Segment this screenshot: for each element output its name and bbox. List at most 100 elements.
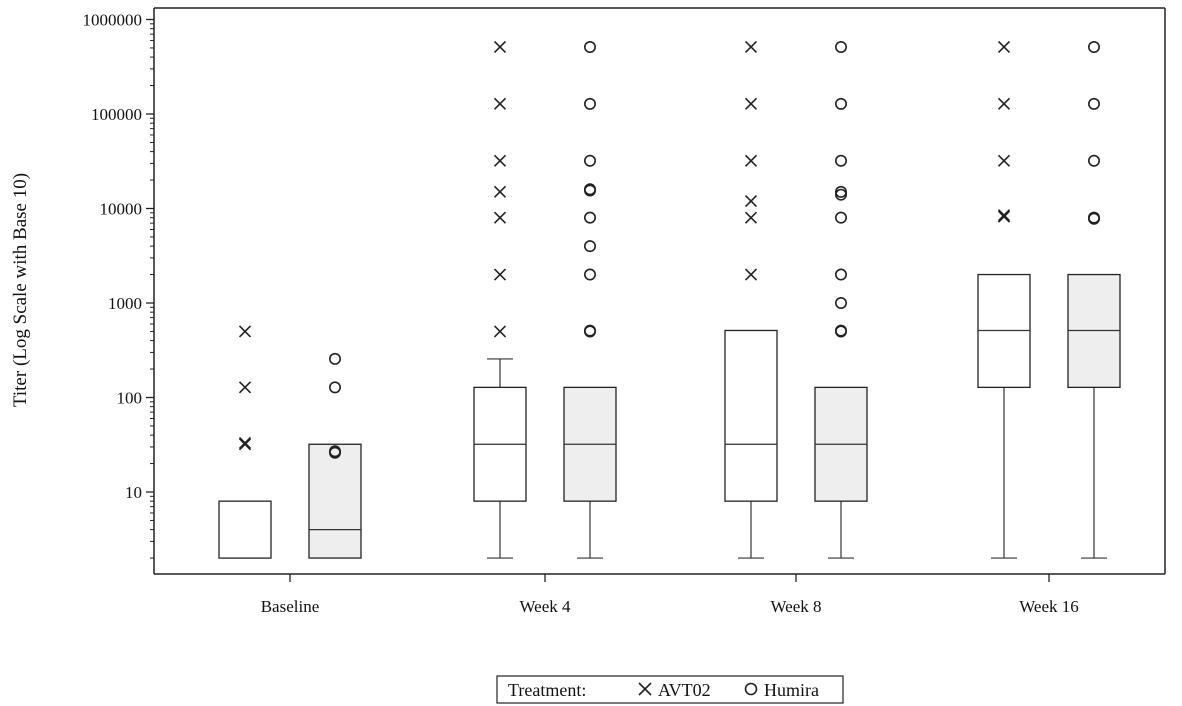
y-tick-label: 100 bbox=[117, 389, 143, 408]
box-rect bbox=[724, 329, 778, 502]
x-stroke bbox=[238, 381, 252, 394]
y-tick-label: 1000000 bbox=[83, 11, 143, 30]
x-stroke bbox=[493, 40, 507, 54]
outlier-circle-marker bbox=[583, 324, 596, 337]
outlier-x-marker bbox=[744, 154, 758, 167]
outlier-circle-marker bbox=[583, 268, 596, 281]
x-stroke bbox=[493, 268, 507, 281]
outlier-x-marker bbox=[744, 211, 758, 224]
outlier-circle-marker bbox=[583, 184, 596, 197]
outlier-x-marker bbox=[238, 436, 252, 450]
legend-title: Treatment: bbox=[508, 680, 586, 700]
box-avt02-1 bbox=[473, 358, 527, 559]
x-stroke bbox=[997, 97, 1011, 110]
outlier-circle-marker bbox=[1088, 154, 1101, 167]
box-rect bbox=[218, 500, 272, 559]
circle-icon bbox=[744, 682, 758, 696]
x-stroke bbox=[997, 209, 1011, 222]
x-tick-label: Week 8 bbox=[770, 597, 821, 616]
outlier-x-marker bbox=[493, 154, 507, 167]
box-avt02-0 bbox=[218, 500, 272, 559]
outlier-circle-marker bbox=[834, 211, 847, 224]
x-stroke bbox=[997, 154, 1011, 167]
x-stroke bbox=[997, 210, 1011, 223]
outliers bbox=[238, 40, 1101, 459]
outlier-circle-marker bbox=[834, 188, 847, 201]
outlier-x-marker bbox=[493, 40, 507, 54]
legend-frame bbox=[496, 675, 844, 704]
x-tick-label: Baseline bbox=[261, 597, 320, 616]
y-tick-label: 10 bbox=[125, 483, 142, 502]
outlier-x-marker bbox=[493, 185, 507, 198]
outlier-circle-marker bbox=[583, 240, 596, 253]
x-axis: Baseline Week 4 Week 8 Week 16 bbox=[261, 574, 1079, 616]
box-avt02-2 bbox=[724, 329, 778, 559]
legend-label-humira: Humira bbox=[764, 680, 819, 700]
x-stroke bbox=[744, 194, 758, 208]
x-stroke bbox=[493, 97, 507, 110]
x-stroke bbox=[238, 436, 252, 450]
outlier-circle-marker bbox=[834, 268, 847, 281]
x-stroke bbox=[238, 438, 252, 451]
outlier-circle-marker bbox=[834, 154, 847, 167]
outlier-circle-marker bbox=[583, 154, 596, 167]
outlier-x-marker bbox=[997, 210, 1011, 223]
x-stroke bbox=[744, 154, 758, 167]
box-humira-3 bbox=[1067, 273, 1121, 559]
outlier-circle-marker bbox=[583, 97, 596, 110]
legend-label-avt02: AVT02 bbox=[658, 680, 711, 700]
outlier-circle-marker bbox=[328, 381, 341, 394]
x-stroke bbox=[493, 154, 507, 167]
legend: Treatment: AVT02 Humira bbox=[496, 675, 844, 704]
plot-frame bbox=[153, 7, 1166, 575]
outlier-x-marker bbox=[493, 325, 507, 338]
outlier-x-marker bbox=[238, 325, 252, 338]
outlier-x-marker bbox=[997, 40, 1011, 54]
y-tick-label: 10000 bbox=[100, 200, 143, 219]
x-stroke bbox=[493, 211, 507, 224]
x-tick-label: Week 4 bbox=[519, 597, 571, 616]
outlier-x-marker bbox=[997, 154, 1011, 167]
outlier-x-marker bbox=[744, 97, 758, 110]
outlier-circle-marker bbox=[328, 446, 341, 459]
outlier-x-marker bbox=[744, 40, 758, 54]
box-humira-1 bbox=[563, 386, 617, 559]
outlier-x-marker bbox=[238, 381, 252, 394]
x-stroke bbox=[744, 40, 758, 54]
outlier-circle-marker bbox=[1088, 97, 1101, 110]
outlier-x-marker bbox=[744, 268, 758, 281]
x-stroke bbox=[238, 325, 252, 338]
outlier-circle-marker bbox=[583, 211, 596, 224]
box-humira-2 bbox=[814, 386, 868, 559]
outlier-x-marker bbox=[744, 194, 758, 208]
box-rect bbox=[308, 443, 362, 559]
y-tick-label: 1000 bbox=[108, 294, 142, 313]
outlier-circle-marker bbox=[328, 352, 341, 365]
x-tick-label: Week 16 bbox=[1019, 597, 1079, 616]
outlier-x-marker bbox=[997, 209, 1011, 222]
outlier-circle-marker bbox=[1088, 40, 1101, 53]
y-axis: 10 100 1000 10000 100000 1000000 bbox=[83, 11, 154, 559]
outlier-circle-marker bbox=[1088, 212, 1101, 225]
outlier-x-marker bbox=[493, 268, 507, 281]
outlier-circle-marker bbox=[834, 324, 847, 337]
box-avt02-3 bbox=[977, 273, 1031, 559]
outlier-x-marker bbox=[493, 211, 507, 224]
outlier-circle-marker bbox=[834, 97, 847, 110]
boxes bbox=[218, 273, 1121, 559]
outlier-circle-marker bbox=[834, 40, 847, 53]
outlier-circle-marker bbox=[583, 40, 596, 53]
x-stroke bbox=[744, 268, 758, 281]
outlier-x-marker bbox=[238, 438, 252, 451]
y-axis-title: Titer (Log Scale with Base 10) bbox=[10, 173, 31, 407]
y-tick-label: 100000 bbox=[91, 105, 142, 124]
outlier-x-marker bbox=[493, 97, 507, 110]
x-icon bbox=[638, 682, 652, 696]
x-stroke bbox=[744, 211, 758, 224]
box-humira-0 bbox=[308, 443, 362, 559]
x-stroke bbox=[997, 40, 1011, 54]
x-stroke bbox=[493, 185, 507, 198]
x-stroke bbox=[744, 97, 758, 110]
outlier-circle-marker bbox=[834, 296, 847, 309]
x-stroke bbox=[493, 325, 507, 338]
